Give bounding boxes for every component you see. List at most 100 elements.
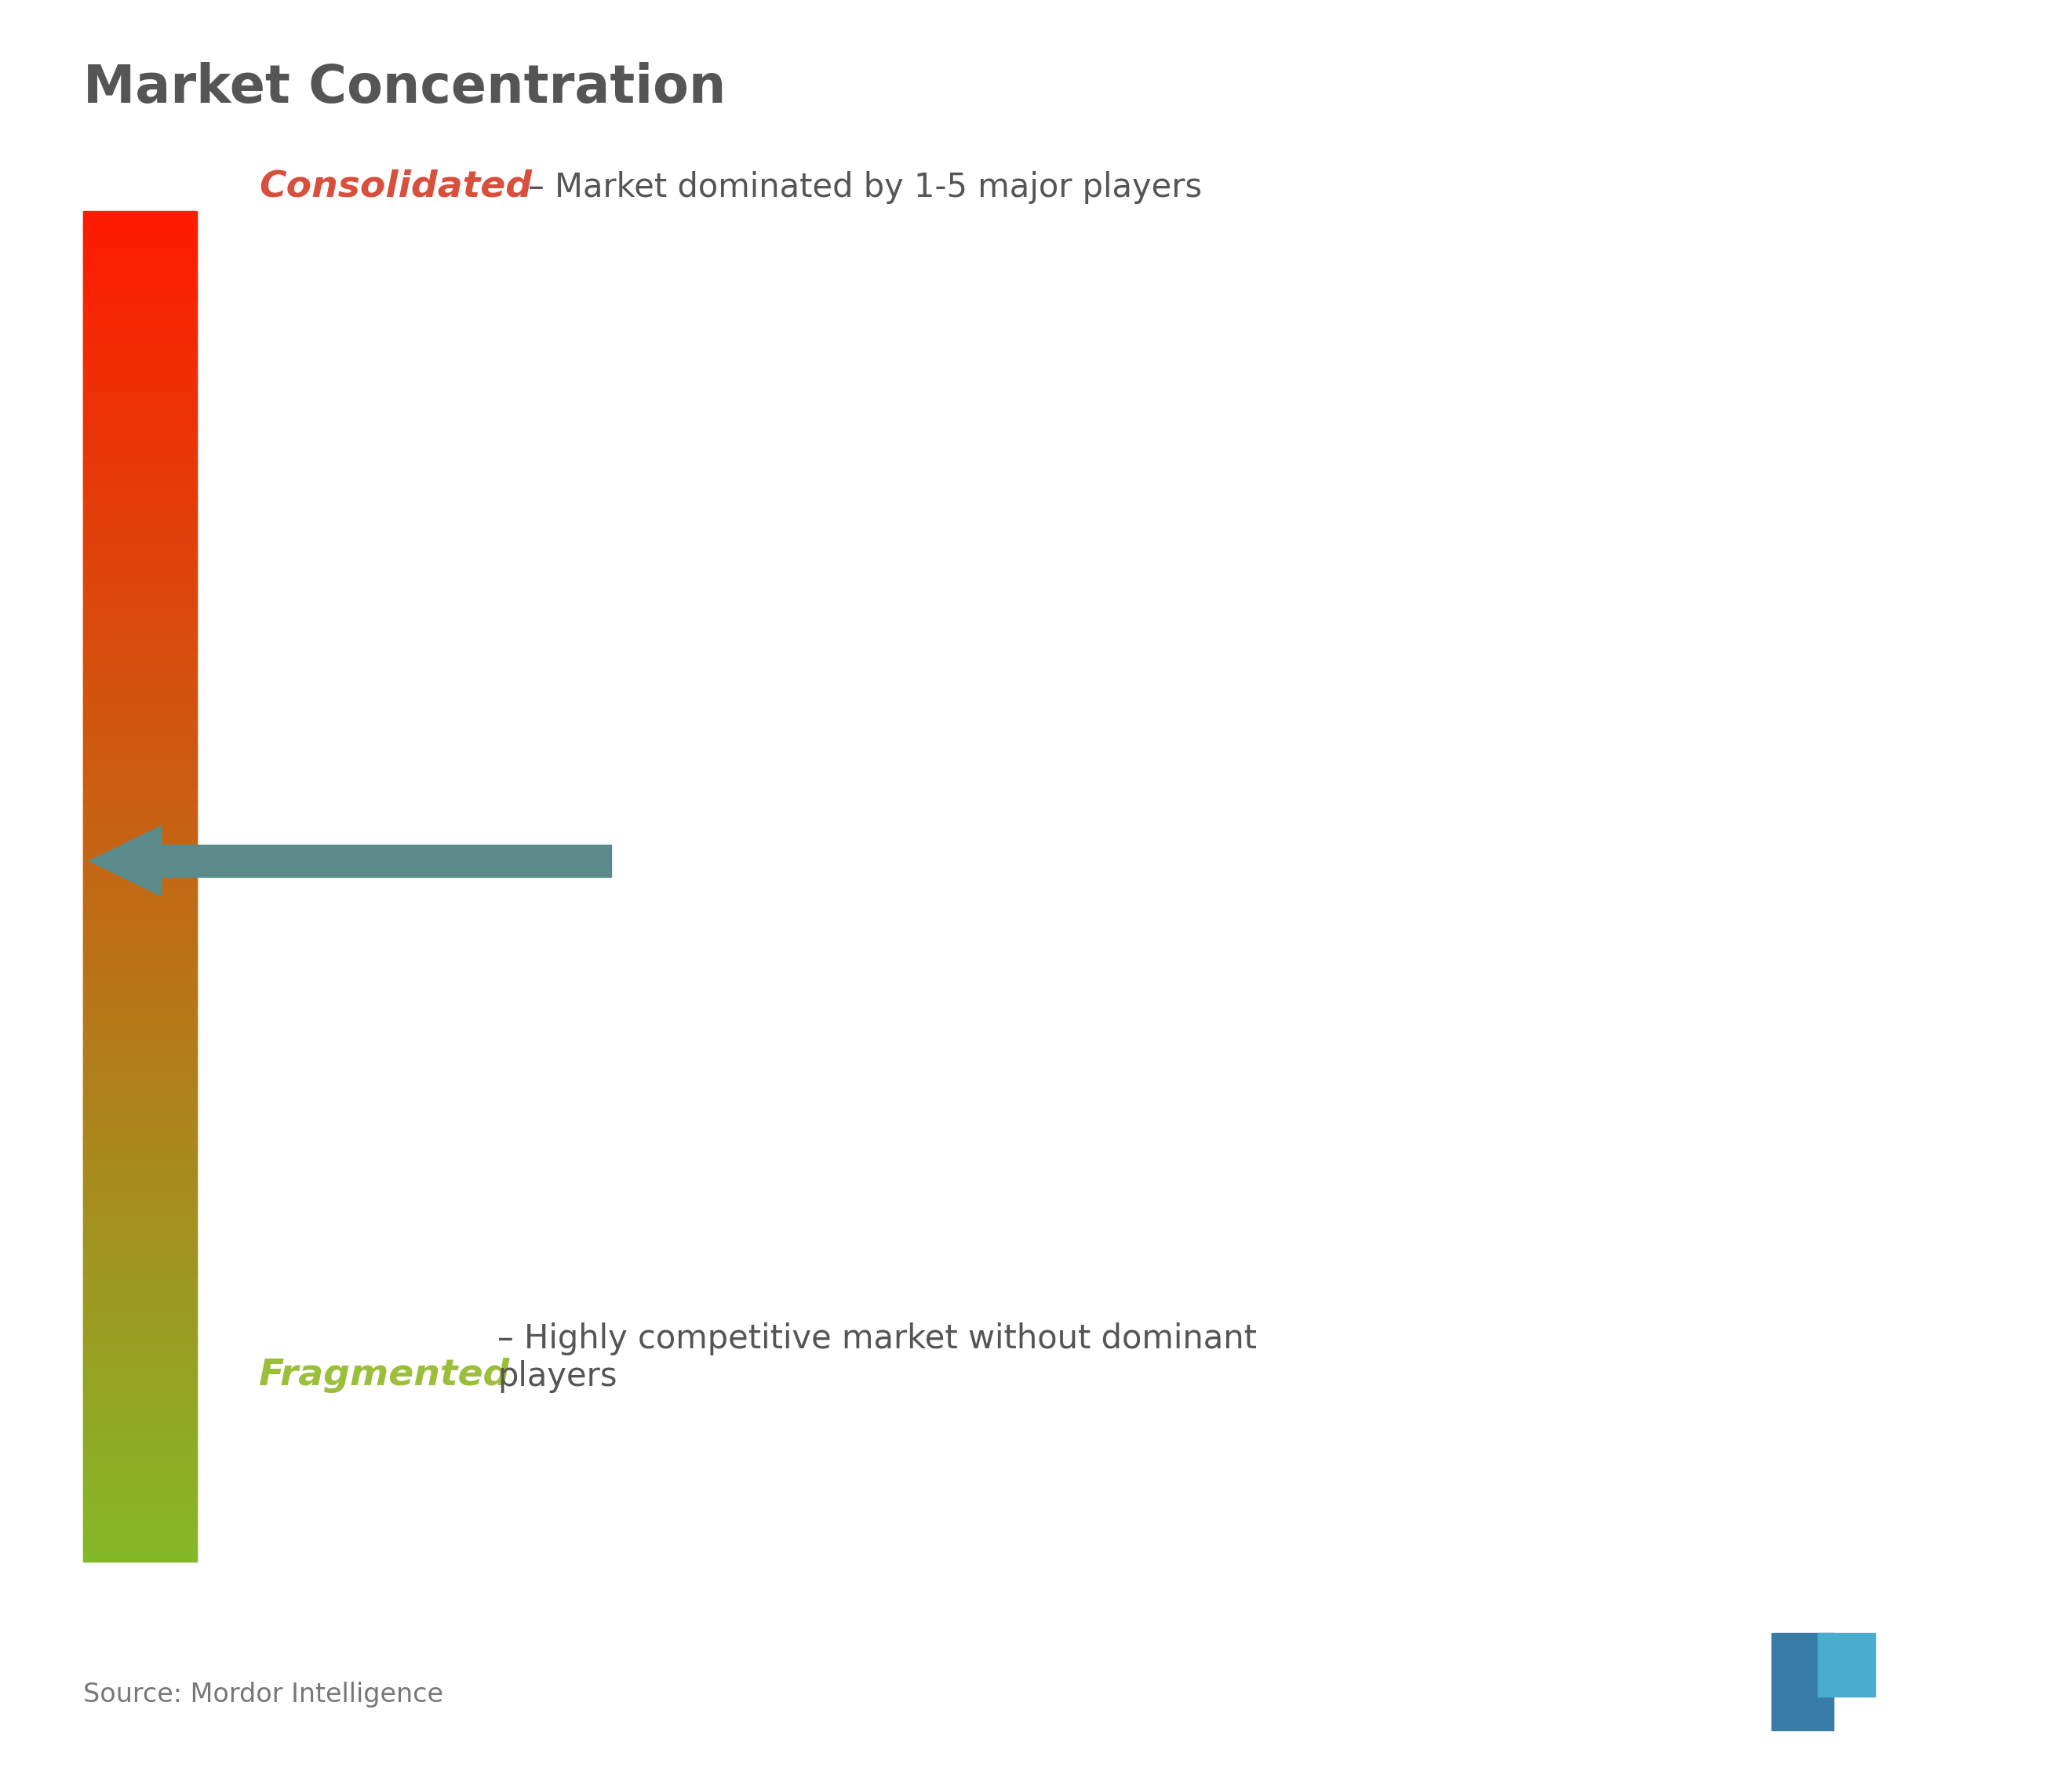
Bar	[83, 218, 197, 222]
Bar	[83, 706, 197, 710]
Bar	[83, 660, 197, 666]
Bar	[83, 575, 197, 579]
Bar	[83, 1372, 197, 1376]
Bar	[83, 330, 197, 334]
Bar	[83, 1466, 197, 1470]
Bar	[83, 930, 197, 935]
Bar	[83, 1200, 197, 1205]
Bar	[83, 1409, 197, 1413]
Bar	[83, 591, 197, 595]
Bar	[83, 1001, 197, 1005]
Bar	[83, 1022, 197, 1028]
Bar	[83, 912, 197, 916]
Bar	[83, 861, 197, 864]
Bar	[83, 1251, 197, 1257]
Bar	[83, 598, 197, 602]
Bar	[83, 243, 197, 247]
Bar	[83, 1079, 197, 1083]
Bar	[83, 1516, 197, 1519]
Bar	[83, 522, 197, 525]
Bar	[83, 1063, 197, 1067]
Bar	[83, 1223, 197, 1227]
Bar	[83, 1498, 197, 1502]
Text: Source: Mordor Intelligence: Source: Mordor Intelligence	[83, 1681, 443, 1708]
Bar	[83, 987, 197, 990]
Bar	[83, 588, 197, 591]
Bar	[83, 825, 197, 829]
Bar	[83, 225, 197, 229]
Bar	[83, 509, 197, 515]
Bar	[83, 1306, 197, 1310]
Bar	[83, 939, 197, 944]
Bar	[83, 694, 197, 699]
Bar	[83, 1150, 197, 1156]
Bar	[83, 1232, 197, 1235]
Bar	[83, 1468, 197, 1471]
Bar	[83, 1450, 197, 1454]
Bar	[83, 872, 197, 877]
Bar	[83, 726, 197, 730]
Bar	[83, 944, 197, 948]
Bar	[83, 903, 197, 907]
Bar	[83, 900, 197, 903]
Bar	[83, 918, 197, 921]
Bar	[83, 390, 197, 396]
Bar	[83, 758, 197, 761]
Bar	[83, 1399, 197, 1402]
Bar	[83, 751, 197, 754]
Bar	[83, 476, 197, 481]
Bar	[83, 1282, 197, 1285]
Bar	[83, 1425, 197, 1429]
Bar	[83, 1482, 197, 1486]
Bar	[83, 421, 197, 424]
Bar	[83, 994, 197, 998]
Bar	[83, 568, 197, 573]
Bar	[83, 1296, 197, 1299]
Bar	[83, 804, 197, 809]
Bar	[83, 277, 197, 280]
Bar	[83, 1264, 197, 1267]
Bar	[83, 731, 197, 735]
Bar	[83, 1525, 197, 1528]
Bar	[83, 1273, 197, 1276]
Bar	[83, 795, 197, 801]
Bar	[83, 749, 197, 753]
Bar	[83, 1028, 197, 1031]
Bar	[83, 268, 197, 272]
Bar	[83, 969, 197, 973]
Bar	[83, 811, 197, 815]
Bar	[83, 1276, 197, 1282]
Bar	[83, 1045, 197, 1049]
Bar	[83, 1030, 197, 1033]
Bar	[83, 1411, 197, 1416]
Bar	[83, 1209, 197, 1214]
Bar	[83, 1427, 197, 1432]
Bar	[83, 1353, 197, 1358]
Bar	[83, 667, 197, 671]
Bar	[83, 1026, 197, 1030]
Bar	[83, 1415, 197, 1418]
Bar	[83, 621, 197, 625]
Bar	[83, 279, 197, 282]
Bar	[83, 1308, 197, 1312]
Bar	[83, 1179, 197, 1182]
Bar	[83, 1182, 197, 1186]
Bar	[83, 465, 197, 469]
Bar	[83, 1108, 197, 1113]
Bar	[83, 517, 197, 522]
Bar	[83, 1120, 197, 1124]
Bar	[83, 1187, 197, 1191]
Bar	[83, 1360, 197, 1365]
Bar	[83, 934, 197, 937]
Bar	[83, 256, 197, 261]
Bar	[83, 1356, 197, 1360]
Bar	[83, 1546, 197, 1551]
Bar	[83, 1054, 197, 1058]
Bar	[83, 602, 197, 607]
Bar	[83, 1006, 197, 1012]
Bar	[83, 577, 197, 582]
Bar	[83, 834, 197, 838]
Bar	[83, 742, 197, 746]
Bar	[83, 769, 197, 772]
Bar	[83, 499, 197, 502]
